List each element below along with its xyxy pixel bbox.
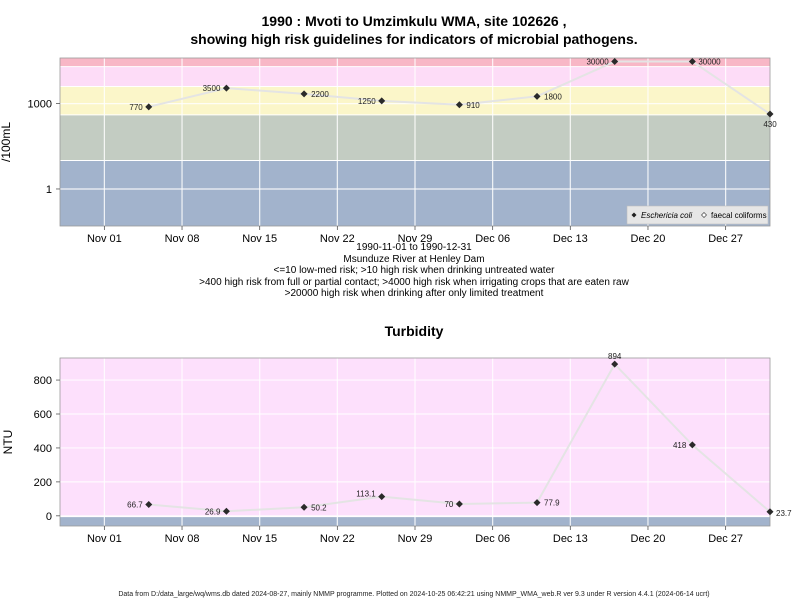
data-label: 77.9	[544, 499, 560, 508]
data-point	[378, 493, 386, 501]
legend-box	[626, 205, 769, 225]
x-tick-label: Nov 29	[398, 533, 433, 545]
data-label: 3500	[203, 84, 221, 93]
chart1-legend: Eschericia coli faecal coliforms	[626, 205, 769, 225]
y-axis-label: /100mL	[0, 122, 13, 162]
data-label: 894	[608, 352, 622, 361]
data-point	[766, 110, 774, 118]
legend-marker-faecal	[701, 212, 707, 218]
y-tick-label: 1000	[28, 99, 52, 111]
chart1-subtitle-date-range: 1990-11-01 to 1990-12-31	[356, 242, 472, 253]
chart1-subtitle-guideline-3: >20000 high risk when drinking after onl…	[285, 288, 544, 299]
data-point	[222, 507, 230, 515]
legend-label-ecoli: Eschericia coli	[641, 211, 692, 220]
chart2-plot: Nov 01 Nov 08 Nov 15 Nov 22 Nov 29 Dec 06 Dec …	[1, 352, 792, 545]
y-tick-label: 800	[34, 375, 52, 387]
x-tick-label: Dec 13	[553, 533, 588, 545]
x-tick-label: Dec 06	[475, 233, 510, 245]
x-tick-label: Nov 15	[242, 533, 277, 545]
data-point	[145, 103, 153, 111]
data-label: 770	[129, 103, 143, 112]
y-tick-label: 0	[46, 511, 52, 523]
x-tick-label: Nov 22	[320, 533, 355, 545]
data-label: 113.1	[356, 490, 376, 499]
y-tick-label: 600	[34, 409, 52, 421]
data-label: 910	[466, 101, 480, 110]
x-tick-label: Dec 20	[631, 233, 666, 245]
x-tick-label: Nov 29	[398, 233, 433, 245]
data-label: 26.9	[205, 507, 221, 516]
x-tick-label: Dec 27	[708, 233, 743, 245]
chart1-subtitle-guideline-1: <=10 low-med risk; >10 high risk when dr…	[274, 265, 556, 276]
data-label: 70	[444, 500, 453, 509]
data-point	[378, 97, 386, 105]
data-label: 23.7	[776, 509, 792, 518]
chart2-title: Turbidity	[385, 323, 444, 339]
data-point	[611, 58, 619, 66]
data-point	[455, 101, 463, 109]
x-tick-label: Nov 08	[165, 233, 200, 245]
data-label: 50.2	[311, 503, 327, 512]
y-tick-label: 200	[34, 477, 52, 489]
data-point	[766, 508, 774, 516]
data-point	[222, 84, 230, 92]
data-label: 1800	[544, 92, 562, 101]
data-point	[300, 503, 308, 511]
legend-marker-ecoli	[631, 212, 637, 218]
legend-label-faecal: faecal coliforms	[711, 211, 767, 220]
data-point	[688, 441, 696, 449]
chart1-subtitle-site: Msunduze River at Henley Dam	[343, 254, 484, 265]
data-point	[688, 58, 696, 66]
data-point	[533, 92, 541, 100]
data-label: 2200	[311, 90, 329, 99]
data-label: 66.7	[127, 500, 143, 509]
data-point	[611, 360, 619, 368]
y-axis-label: NTU	[1, 430, 15, 455]
data-label: 1250	[358, 97, 376, 106]
y-tick-label: 1	[46, 184, 52, 196]
x-tick-label: Nov 08	[165, 533, 200, 545]
y-tick-label: 400	[34, 443, 52, 455]
data-label: 30000	[586, 58, 609, 67]
data-label: 418	[673, 441, 687, 450]
chart1-subtitle-guideline-2: >400 high risk from full or partial cont…	[199, 277, 629, 288]
data-label: 30000	[698, 58, 721, 67]
x-tick-label: Nov 01	[87, 533, 122, 545]
x-tick-label: Nov 15	[242, 233, 277, 245]
data-point	[455, 500, 463, 508]
x-tick-label: Dec 06	[475, 533, 510, 545]
data-point	[533, 499, 541, 507]
x-tick-label: Nov 01	[87, 233, 122, 245]
data-point	[145, 500, 153, 508]
chart1-title-line1: 1990 : Mvoti to Umzimkulu WMA, site 1026…	[262, 13, 567, 29]
x-tick-label: Dec 27	[708, 533, 743, 545]
data-label: 430	[763, 120, 777, 129]
chart1-plot: Nov 01 Nov 08 Nov 15 Nov 22 Nov 29 Dec 06 Dec …	[0, 58, 777, 245]
data-point	[300, 90, 308, 98]
x-tick-label: Nov 22	[320, 233, 355, 245]
chart1-title-line2: showing high risk guidelines for indicat…	[190, 31, 637, 47]
x-tick-label: Dec 13	[553, 233, 588, 245]
x-tick-label: Dec 20	[631, 533, 666, 545]
footer-note: Data from D:/data_large/wq/wms.db dated …	[118, 591, 709, 598]
